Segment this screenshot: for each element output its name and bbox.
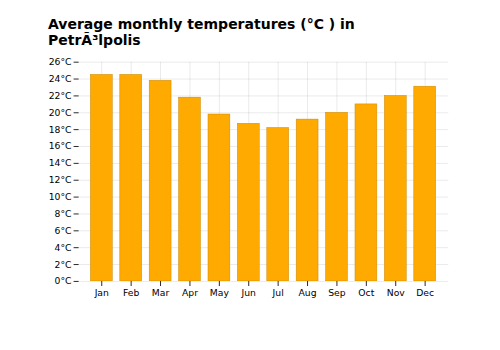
svg-text:Oct: Oct [358,287,374,298]
svg-text:Jul: Jul [272,287,284,298]
svg-text:Nov: Nov [387,287,406,298]
svg-text:12°C: 12°C [49,174,72,185]
svg-text:Aug: Aug [299,287,317,298]
svg-text:10°C: 10°C [49,191,72,202]
svg-text:20°C: 20°C [49,107,72,118]
svg-text:Dec: Dec [416,287,434,298]
svg-text:8°C: 8°C [55,208,72,219]
svg-text:26°C: 26°C [49,56,72,67]
svg-text:24°C: 24°C [49,73,72,84]
svg-text:Mar: Mar [152,287,170,298]
svg-text:Apr: Apr [182,287,198,298]
svg-text:4°C: 4°C [55,242,72,253]
svg-text:18°C: 18°C [49,124,72,135]
svg-text:Jun: Jun [241,287,257,298]
svg-text:22°C: 22°C [49,90,72,101]
svg-text:14°C: 14°C [49,157,72,168]
svg-text:Feb: Feb [123,287,139,298]
svg-text:Sep: Sep [328,287,346,298]
svg-text:16°C: 16°C [49,140,72,151]
svg-text:2°C: 2°C [55,259,72,270]
svg-text:Jan: Jan [94,287,109,298]
svg-text:0°C: 0°C [55,275,72,286]
svg-text:6°C: 6°C [55,225,72,236]
html-text:Average monthly temperatures (: Average monthly temperatures (°C ) in Pe… [48,16,355,48]
svg-text:May: May [210,287,230,298]
